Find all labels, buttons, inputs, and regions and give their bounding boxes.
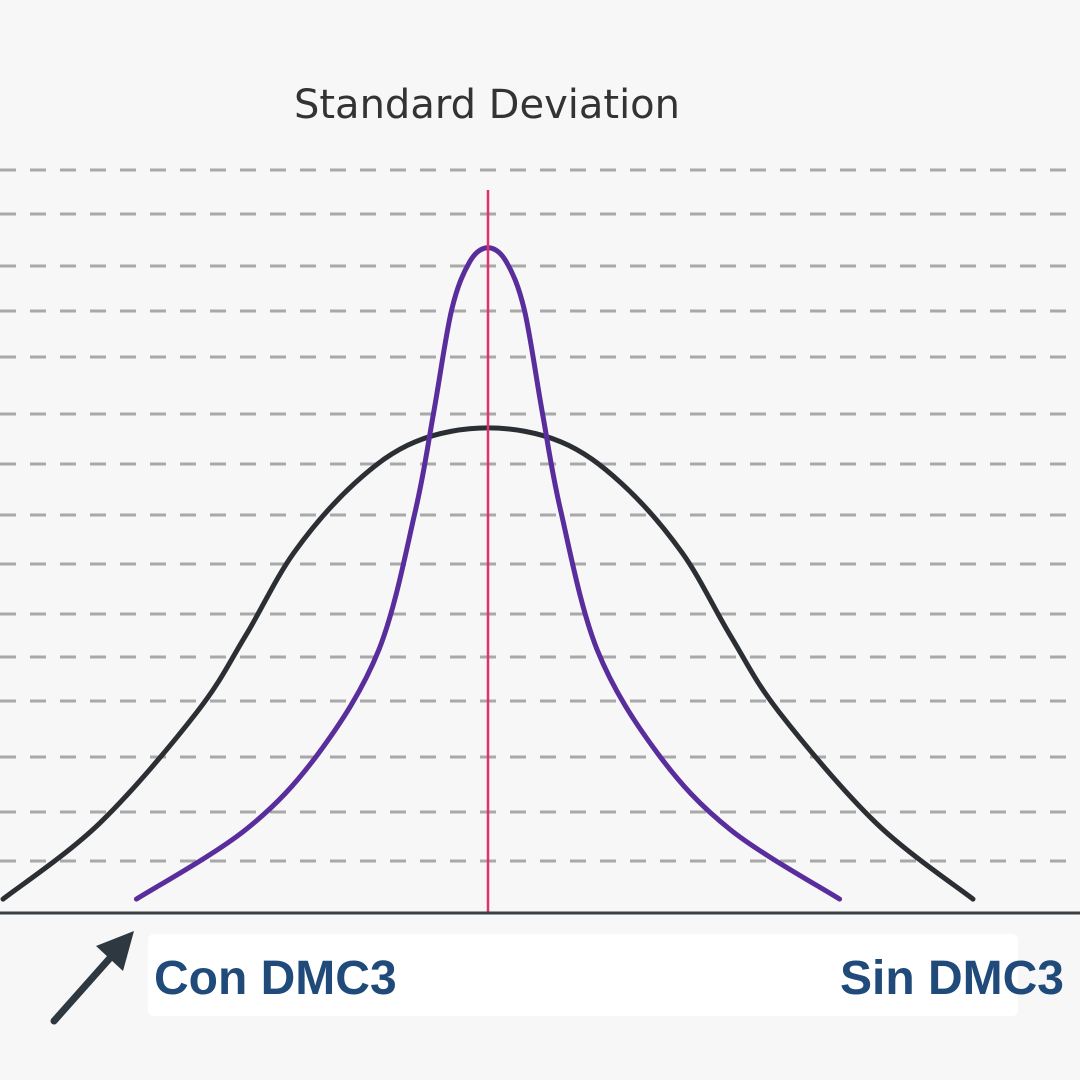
legend-box <box>148 934 1018 1016</box>
legend-label-con-dmc3: Con DMC3 <box>154 952 397 1005</box>
grid-lines <box>0 168 1080 863</box>
arrow-icon <box>50 931 134 1025</box>
chart-title: Standard Deviation <box>294 82 680 128</box>
legend-label-sin-dmc3: Sin DMC3 <box>840 952 1064 1005</box>
